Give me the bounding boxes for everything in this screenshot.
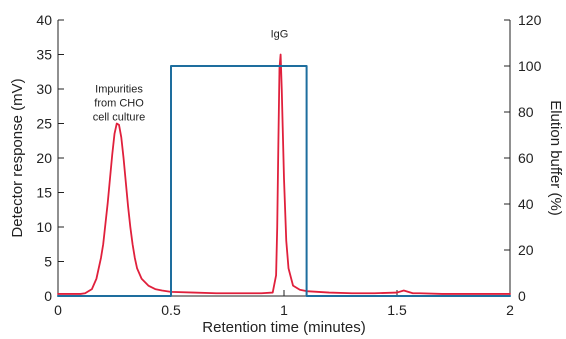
elution-buffer-line (57, 65, 511, 297)
annotation-line: from CHO (94, 97, 144, 109)
right-y-axis-label: Elution buffer (%) (547, 100, 564, 216)
right-y-tick-label: 60 (518, 150, 534, 166)
left-y-tick-label: 10 (36, 219, 52, 235)
left-y-tick-label: 40 (36, 12, 52, 28)
left-y-tick-label: 20 (36, 150, 52, 166)
left-y-tick-label: 35 (36, 47, 52, 63)
annotations: Impurities from CHO cell culture IgG (93, 28, 289, 123)
left-y-tick-label: 30 (36, 81, 52, 97)
left-y-tick-label: 25 (36, 116, 52, 132)
detector-response-line (57, 53, 511, 295)
annotation-label: Impurities from CHO cell culture (93, 83, 146, 123)
left-y-axis-label: Detector response (mV) (9, 78, 26, 237)
x-tick-label: 1 (280, 302, 288, 318)
right-y-tick-label: 0 (518, 288, 526, 304)
right-y-tick-label: 40 (518, 196, 534, 212)
left-y-tick-label: 15 (36, 185, 52, 201)
right-y-tick-label: 120 (518, 12, 542, 28)
annotation-line: IgG (271, 28, 289, 40)
annotation-label: IgG (271, 28, 289, 40)
right-y-tick-label: 20 (518, 242, 534, 258)
left-y-tick-label: 0 (44, 288, 52, 304)
x-tick-label: 2 (506, 302, 514, 318)
left-y-tick-label: 5 (44, 254, 52, 270)
x-tick-label: 0.5 (161, 302, 181, 318)
x-tick-label: 0 (54, 302, 62, 318)
right-y-tick-label: 80 (518, 104, 534, 120)
right-y-tick-label: 100 (518, 58, 542, 74)
x-tick-label: 1.5 (387, 302, 407, 318)
x-axis-label: Retention time (minutes) (202, 319, 365, 336)
annotation-line: cell culture (93, 111, 146, 123)
annotation-line: Impurities (95, 83, 143, 95)
series (57, 53, 511, 297)
